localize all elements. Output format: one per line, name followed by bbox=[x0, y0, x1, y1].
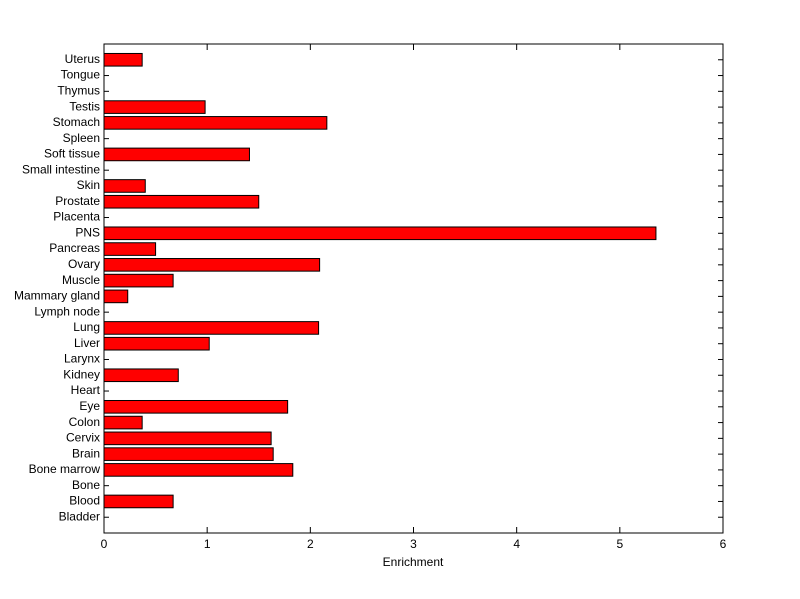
y-tick-label: Blood bbox=[69, 494, 100, 508]
y-tick-label: Uterus bbox=[65, 52, 100, 66]
bar bbox=[103, 289, 129, 304]
x-axis-label: Enrichment bbox=[383, 555, 444, 569]
x-tick-label: 4 bbox=[513, 537, 520, 551]
bar bbox=[103, 52, 143, 67]
y-tick-label: Tongue bbox=[61, 68, 101, 82]
bar bbox=[103, 415, 143, 430]
bar bbox=[103, 399, 289, 414]
y-tick-label: Small intestine bbox=[22, 162, 100, 176]
y-tick-label: Bladder bbox=[59, 509, 100, 523]
y-tick-label: Thymus bbox=[57, 83, 100, 97]
y-tick-label: Bone marrow bbox=[29, 462, 101, 476]
y-tick-label: PNS bbox=[75, 225, 100, 239]
y-tick-label: Ovary bbox=[68, 257, 100, 271]
y-tick-label: Cervix bbox=[66, 431, 100, 445]
y-tick-label: Brain bbox=[72, 446, 100, 460]
bar bbox=[103, 116, 328, 130]
bar bbox=[103, 226, 657, 241]
bar bbox=[103, 431, 272, 446]
y-tick-label: Soft tissue bbox=[44, 147, 100, 161]
y-tick-label: Larynx bbox=[64, 352, 100, 366]
bar bbox=[103, 194, 260, 209]
bar bbox=[103, 321, 320, 335]
bar bbox=[103, 147, 250, 162]
y-tick-label: Lymph node bbox=[34, 304, 100, 318]
y-tick-label: Heart bbox=[71, 383, 101, 397]
x-tick-label: 6 bbox=[720, 537, 727, 551]
x-tick-label: 3 bbox=[410, 537, 417, 551]
bar bbox=[103, 242, 157, 256]
y-tick-label: Testis bbox=[69, 99, 100, 113]
y-tick-label: Kidney bbox=[63, 367, 100, 381]
plot-frame bbox=[103, 43, 724, 534]
bar bbox=[103, 336, 210, 351]
y-tick-label: Pancreas bbox=[49, 241, 100, 255]
bar bbox=[103, 179, 146, 193]
bar bbox=[103, 494, 174, 509]
y-tick-label: Liver bbox=[74, 336, 100, 350]
y-tick-label: Bone bbox=[72, 478, 100, 492]
y-tick-label: Lung bbox=[73, 320, 100, 334]
bar bbox=[103, 463, 294, 477]
bar bbox=[103, 100, 206, 114]
x-tick-label: 1 bbox=[204, 537, 211, 551]
bar bbox=[103, 258, 321, 272]
bar bbox=[103, 368, 179, 383]
y-tick-label: Eye bbox=[79, 399, 100, 413]
y-tick-label: Stomach bbox=[53, 115, 100, 129]
y-tick-label: Muscle bbox=[62, 273, 100, 287]
x-tick-label: 5 bbox=[616, 537, 623, 551]
y-tick-label: Mammary gland bbox=[14, 289, 100, 303]
x-tick-label: 0 bbox=[101, 537, 108, 551]
bar bbox=[103, 273, 174, 288]
y-tick-label: Placenta bbox=[53, 210, 100, 224]
y-tick-label: Spleen bbox=[63, 131, 100, 145]
bar bbox=[103, 447, 274, 461]
x-tick-label: 2 bbox=[307, 537, 314, 551]
y-tick-label: Colon bbox=[69, 415, 100, 429]
y-tick-label: Skin bbox=[77, 178, 100, 192]
y-tick-label: Prostate bbox=[55, 194, 100, 208]
